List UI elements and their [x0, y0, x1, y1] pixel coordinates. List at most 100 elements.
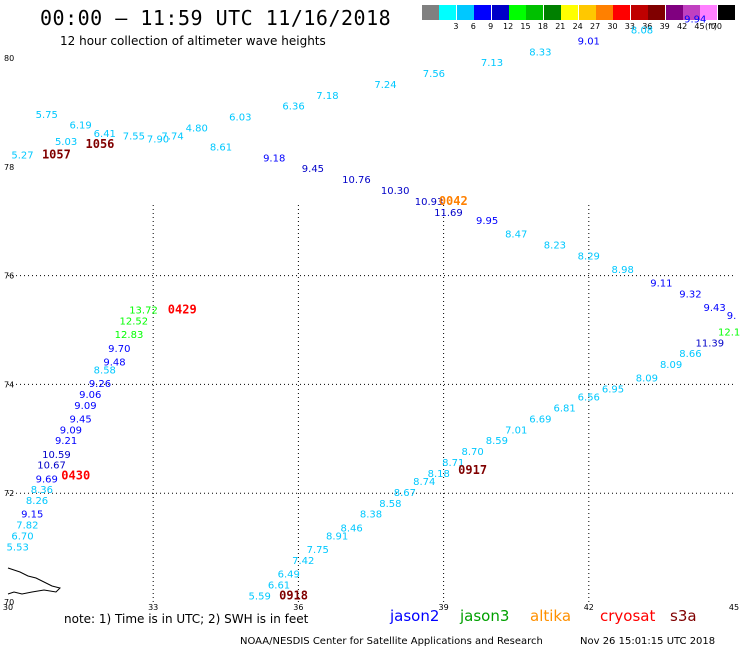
- wave-height-label: 10.30: [381, 186, 410, 197]
- scale-label: 27: [590, 22, 601, 31]
- wave-height-label: 8.74: [413, 477, 435, 488]
- scale-swatch: [526, 5, 544, 20]
- scale-label: 15: [520, 22, 531, 31]
- lon-tick-label: 30: [3, 603, 13, 612]
- scale-swatch: [613, 5, 631, 20]
- wave-height-label: 8.71: [442, 458, 464, 469]
- scale-label: 12: [503, 22, 514, 31]
- satellite-legend-item: jason3: [460, 607, 510, 625]
- wave-height-label: 8.33: [529, 47, 551, 58]
- wave-height-label: 7.18: [316, 91, 338, 102]
- satellite-legend-item: altika: [530, 607, 572, 625]
- scale-label: 21: [555, 22, 566, 31]
- wave-height-label: 8.46: [341, 523, 363, 534]
- scale-label: 24: [572, 22, 583, 31]
- lon-tick-label: 36: [293, 603, 303, 612]
- wave-height-label: 7.74: [161, 132, 183, 143]
- wave-height-label: 9.94: [684, 15, 706, 26]
- wave-height-label: 8.58: [379, 499, 401, 510]
- wave-height-label: 11.39: [695, 338, 724, 349]
- lat-tick-label: 80: [4, 54, 14, 63]
- wave-height-label: 7.24: [374, 80, 396, 91]
- pass-time-label: 0430: [61, 469, 90, 483]
- wave-height-label: 5.03: [55, 137, 77, 148]
- wave-height-label: 8.08: [631, 26, 653, 37]
- wave-height-label: 9.: [727, 311, 737, 322]
- lon-tick-label: 39: [439, 603, 449, 612]
- scale-swatch: [700, 5, 718, 20]
- scale-swatch: [543, 5, 561, 20]
- wave-height-label: 8.70: [462, 447, 484, 458]
- lat-tick-label: 76: [4, 272, 14, 281]
- wave-height-label: 8.23: [544, 240, 566, 251]
- wave-height-label: 9.48: [103, 357, 125, 368]
- scale-label: 42: [677, 22, 688, 31]
- wave-height-label: 6.70: [11, 531, 33, 542]
- wave-height-label: 6.81: [553, 404, 575, 415]
- wave-height-label: 6.56: [578, 393, 600, 404]
- scale-label: 30: [607, 22, 618, 31]
- wave-height-label: 8.26: [26, 496, 48, 507]
- wave-height-label: 7.90: [147, 134, 169, 145]
- pass-time-label: 0918: [279, 588, 308, 602]
- wave-height-label: 8.09: [660, 360, 682, 371]
- pass-time-label: 0429: [168, 303, 197, 317]
- pass-time-label: 1057: [42, 148, 71, 162]
- pass-time-label: 1056: [86, 137, 115, 151]
- wave-height-label: 9.45: [302, 164, 324, 175]
- coastline: [7, 567, 61, 595]
- scale-swatch: [491, 5, 509, 20]
- scale-label: 9: [488, 22, 494, 31]
- wave-height-label: 12.83: [115, 330, 144, 341]
- wave-height-label: 5.53: [7, 542, 29, 553]
- lon-tick-label: 45: [729, 603, 739, 612]
- wave-height-label: 9.43: [704, 303, 726, 314]
- wave-height-label: 7.56: [423, 69, 445, 80]
- pass-time-label: 0917: [458, 463, 487, 477]
- wave-height-label: 10.76: [342, 175, 371, 186]
- chart-subtitle: 12 hour collection of altimeter wave hei…: [60, 34, 326, 48]
- wave-height-label: 9.32: [679, 289, 701, 300]
- wave-height-label: 5.59: [249, 591, 271, 602]
- wave-height-label: 8.38: [360, 510, 382, 521]
- satellite-legend-item: s3a: [670, 607, 697, 625]
- scale-swatch: [683, 5, 700, 20]
- wave-height-label: 8.29: [578, 251, 600, 262]
- wave-height-label: 6.36: [282, 102, 304, 113]
- wave-height-label: 9.09: [74, 401, 96, 412]
- wave-height-label: 8.98: [612, 265, 634, 276]
- scale-label: 3: [453, 22, 459, 31]
- credit-text: NOAA/NESDIS Center for Satellite Applica…: [240, 636, 543, 647]
- scale-swatch: [509, 5, 526, 20]
- wave-height-label: 13.72: [129, 306, 158, 317]
- wave-height-label: 8.58: [94, 366, 116, 377]
- wave-height-label: 6.41: [94, 129, 116, 140]
- wave-height-label: 7.55: [123, 132, 145, 143]
- wave-height-label: 6.61: [268, 580, 290, 591]
- wave-height-label: 9.69: [36, 474, 58, 485]
- wave-height-label: 8.09: [636, 374, 658, 385]
- scale-swatch: [561, 5, 579, 20]
- lon-tick-label: 42: [584, 603, 594, 612]
- scale-label: 39: [659, 22, 670, 31]
- wave-height-label: 5.27: [11, 151, 33, 162]
- wave-height-label: 9.11: [650, 278, 672, 289]
- wave-height-label: 6.03: [229, 113, 251, 124]
- wave-height-label: 8.18: [428, 469, 450, 480]
- wave-height-label: 7.82: [16, 521, 38, 532]
- scale-swatch: [717, 5, 735, 20]
- wave-height-label: 7.01: [505, 425, 527, 436]
- chart-title: 00:00 – 11:59 UTC 11/16/2018: [40, 6, 392, 30]
- wave-height-label: 8.47: [505, 230, 527, 241]
- wave-height-label: 8.91: [326, 531, 348, 542]
- wave-height-label: 8.36: [31, 485, 53, 496]
- lat-tick-label: 72: [4, 489, 14, 498]
- scale-swatch: [456, 5, 474, 20]
- scale-swatch: [422, 5, 439, 20]
- scale-swatch: [578, 5, 596, 20]
- wave-height-label: 7.13: [481, 58, 503, 69]
- wave-height-label: 9.15: [21, 510, 43, 521]
- scale-swatch: [630, 5, 648, 20]
- wave-height-label: 9.09: [60, 425, 82, 436]
